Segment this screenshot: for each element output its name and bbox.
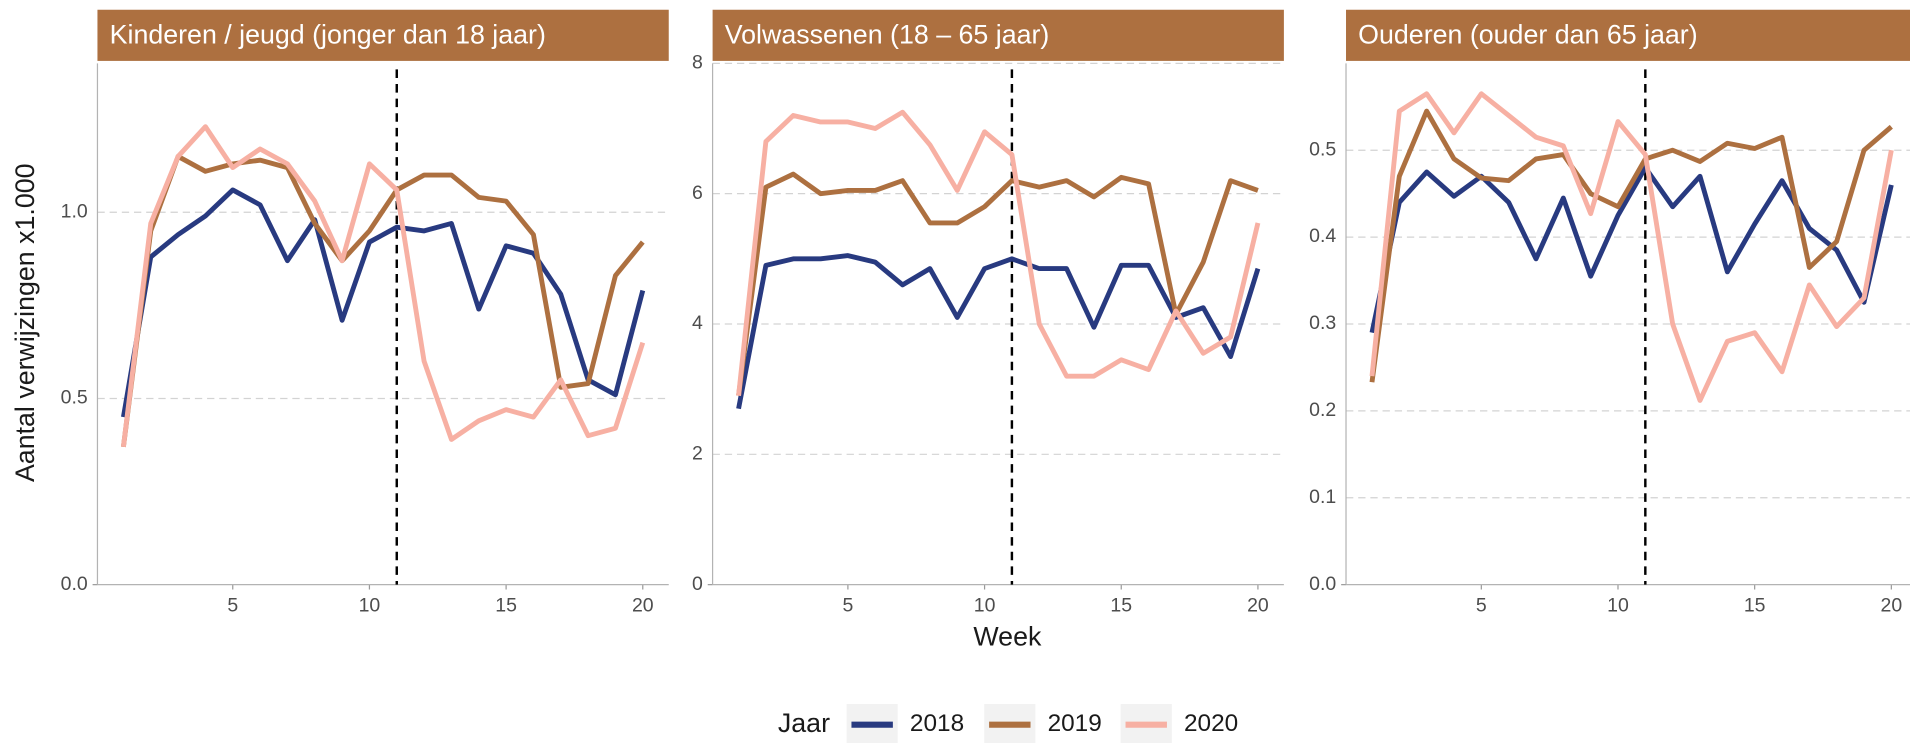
y-tick-label: 6 xyxy=(692,182,703,204)
y-tick-label: 4 xyxy=(692,312,703,334)
panel-strip xyxy=(97,9,669,61)
x-tick-label: 10 xyxy=(1607,595,1629,617)
y-tick-label: 1.0 xyxy=(61,200,88,222)
x-tick-label: 20 xyxy=(1881,595,1903,617)
x-tick-label: 20 xyxy=(632,595,654,617)
y-tick-label: 0.5 xyxy=(1309,138,1336,160)
x-tick-label: 20 xyxy=(1247,595,1269,617)
series-line xyxy=(1369,165,1894,334)
series-line xyxy=(121,187,646,418)
panel-title: Ouderen (ouder dan 65 jaar) xyxy=(1358,20,1697,50)
series-line xyxy=(120,124,646,448)
x-tick-label: 15 xyxy=(1744,595,1766,617)
panel-title: Kinderen / jeugd (jonger dan 18 jaar) xyxy=(110,20,546,50)
x-tick-label: 10 xyxy=(974,595,996,617)
x-tick-label: 15 xyxy=(495,595,517,617)
x-tick-label: 10 xyxy=(359,595,381,617)
y-tick-label: 8 xyxy=(692,51,703,73)
x-axis-label: Week xyxy=(973,621,1042,651)
y-tick-label: 0.4 xyxy=(1309,225,1336,247)
y-tick-label: 0.2 xyxy=(1309,399,1336,421)
x-tick-label: 5 xyxy=(842,595,853,617)
legend-label: 2018 xyxy=(910,710,964,737)
series-line xyxy=(120,153,645,448)
y-tick-label: 0.0 xyxy=(61,573,88,595)
series-line xyxy=(736,253,1261,410)
x-tick-label: 5 xyxy=(227,595,238,617)
y-tick-label: 0.3 xyxy=(1309,312,1336,334)
y-axis-label: Aantal verwijzingen x1.000 xyxy=(10,163,40,482)
legend-label: 2020 xyxy=(1184,710,1238,737)
series-line xyxy=(736,171,1259,396)
legend-title: Jaar xyxy=(778,708,830,738)
y-tick-label: 0.1 xyxy=(1309,486,1336,508)
y-tick-label: 2 xyxy=(692,442,703,464)
y-tick-label: 0.0 xyxy=(1309,573,1336,595)
x-tick-label: 5 xyxy=(1476,595,1487,617)
y-tick-label: 0.5 xyxy=(61,387,88,409)
panel-strip xyxy=(712,9,1284,61)
series-line xyxy=(736,109,1261,396)
panel-strip xyxy=(1346,9,1910,61)
series-line xyxy=(1369,108,1893,383)
x-tick-label: 15 xyxy=(1110,595,1132,617)
panel-title: Volwassenen (18 – 65 jaar) xyxy=(725,20,1050,50)
y-tick-label: 0 xyxy=(692,573,703,595)
legend-label: 2019 xyxy=(1048,710,1102,737)
series-line xyxy=(1369,91,1894,403)
